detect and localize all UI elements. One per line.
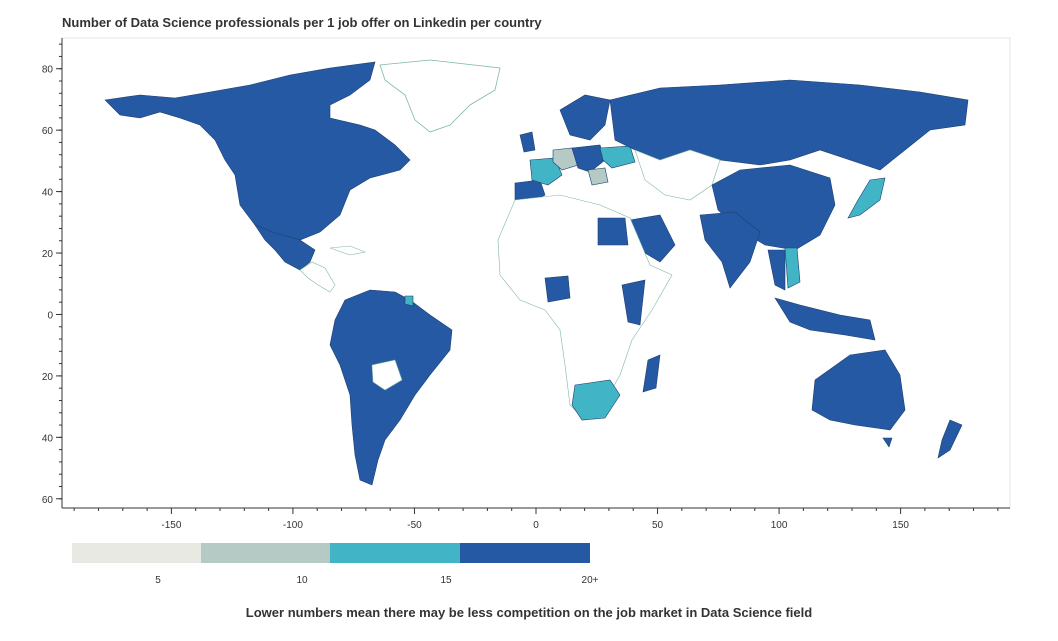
- region-tasmania: [882, 437, 893, 448]
- x-tick-label: 50: [652, 520, 664, 531]
- x-tick-label: -100: [283, 520, 303, 531]
- y-tick-label: 0: [47, 310, 53, 321]
- region-germany: [552, 147, 579, 171]
- chart-title: Number of Data Science professionals per…: [62, 15, 542, 30]
- region-kenya: [621, 279, 646, 326]
- y-tick-label: 40: [42, 433, 54, 444]
- region-scandinavia: [559, 94, 611, 141]
- legend-label-5: 5: [155, 575, 161, 586]
- x-tick-label: 150: [892, 520, 909, 531]
- axes: -150 -100 -50 0 50 100 150 80 60 40 20 0 20 40 60: [42, 38, 1010, 531]
- x-tick-label: 100: [771, 520, 788, 531]
- x-tick-label: 0: [533, 520, 539, 531]
- y-tick-label: 80: [42, 65, 54, 76]
- y-tick-label: 20: [42, 372, 54, 383]
- x-tick-label: -150: [161, 520, 181, 531]
- region-central-europe: [571, 144, 606, 173]
- legend-swatch-20: [460, 543, 590, 563]
- legend-swatch-15: [330, 543, 460, 563]
- region-japan: [847, 177, 886, 219]
- legend-label-20: 20+: [582, 575, 599, 586]
- legend-label-10: 10: [296, 575, 308, 586]
- region-north-america: [104, 61, 411, 241]
- region-france: [529, 157, 563, 186]
- region-balkans: [587, 167, 609, 186]
- region-indonesia: [774, 297, 876, 341]
- y-tick-label: 60: [42, 126, 54, 137]
- region-india: [699, 211, 761, 289]
- region-south-america: [329, 289, 453, 486]
- y-tick-label: 20: [42, 249, 54, 260]
- region-ukraine: [599, 145, 636, 169]
- region-south-africa: [571, 379, 621, 421]
- region-australia: [811, 349, 906, 431]
- legend-swatch-10: [201, 543, 330, 563]
- legend-label-15: 15: [440, 575, 452, 586]
- legend-swatch-5: [72, 543, 201, 563]
- footnote: Lower numbers mean there may be less com…: [245, 605, 813, 620]
- region-new-zealand: [937, 419, 963, 459]
- region-french-guiana: [404, 295, 414, 307]
- region-mexico: [254, 224, 316, 271]
- land-group: [104, 59, 969, 486]
- region-caribbean: [329, 245, 367, 256]
- y-tick-label: 40: [42, 188, 54, 199]
- region-madagascar: [642, 354, 661, 393]
- region-nigeria: [544, 275, 571, 303]
- region-uk: [519, 131, 536, 153]
- region-vietnam: [784, 247, 801, 289]
- region-bolivia: [371, 359, 403, 391]
- y-tick-label: 60: [42, 495, 54, 506]
- region-thailand: [767, 249, 786, 291]
- region-egypt: [597, 217, 629, 246]
- region-central-america: [299, 261, 336, 293]
- region-greenland: [379, 59, 501, 133]
- x-tick-label: -50: [407, 520, 422, 531]
- legend: 5 10 15 20+: [72, 543, 599, 586]
